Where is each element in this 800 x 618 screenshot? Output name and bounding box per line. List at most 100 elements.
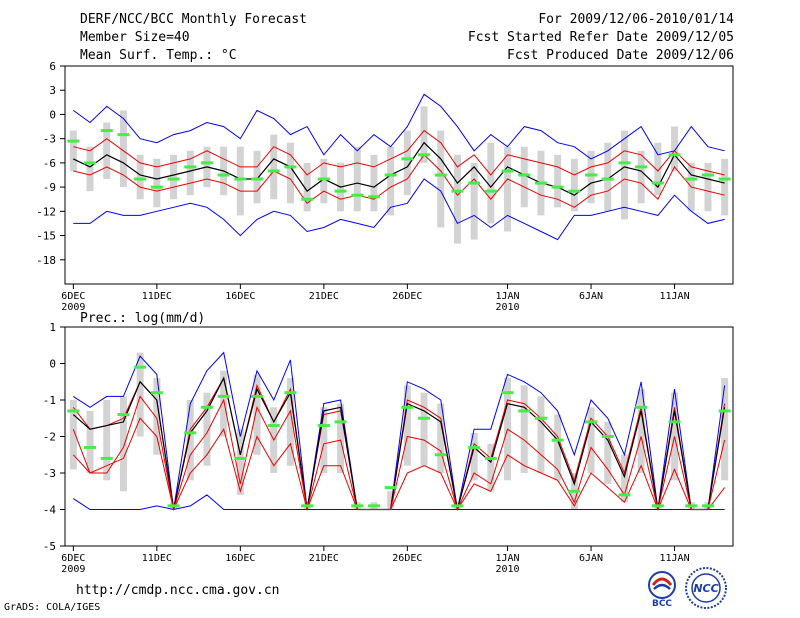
prec-xtick-sublabel: 2009	[61, 564, 85, 575]
prec-xtick-label: 16DEC	[225, 553, 255, 564]
temp-spread-box	[520, 146, 528, 208]
temp-spread-box	[671, 126, 679, 171]
temp-spread-box	[236, 146, 244, 216]
temp-spread-box	[504, 146, 512, 232]
temp-xtick-label: 1JAN	[496, 291, 520, 302]
prec-spread-box	[203, 392, 211, 466]
start-date: Fcst Started Refer Date 2009/12/05	[467, 30, 734, 45]
temp-ytick-label: -15	[36, 230, 56, 243]
temp-xtick-label: 11DEC	[142, 291, 172, 302]
temp-spread-box	[320, 158, 328, 204]
prec-ytick-label: 1	[49, 321, 56, 334]
prec-spread-box	[604, 421, 612, 484]
temp-ytick-label: -3	[43, 133, 56, 146]
prec-spread-box	[320, 407, 328, 473]
temp-spread-box	[570, 158, 578, 212]
ncc-logo: NCC	[685, 567, 727, 609]
prec-spread-box	[537, 396, 545, 473]
temp-variable-label: Mean Surf. Temp.: °C	[80, 48, 237, 63]
source-url[interactable]: http://cmdp.ncc.cma.gov.cn	[76, 583, 280, 598]
temp-spread-box	[303, 162, 311, 212]
prec-spread-box	[69, 400, 77, 470]
prec-frame	[64, 326, 734, 547]
prec-spread-box	[470, 432, 478, 481]
temp-spread-box	[270, 134, 278, 200]
temp-spread-box	[86, 146, 94, 192]
prec-spread-box	[637, 389, 645, 473]
temp-xtick-label: 11JAN	[659, 291, 689, 302]
prec-spread-box	[86, 410, 94, 473]
prec-spread-box	[119, 396, 127, 492]
temp-ytick-label: 0	[49, 108, 56, 121]
temp-spread-box	[470, 162, 478, 240]
temp-spread-box	[620, 130, 628, 220]
temp-spread-box	[387, 146, 395, 216]
temp-frame	[64, 65, 734, 285]
temp-line-max	[73, 93, 725, 160]
temp-spread-box	[186, 150, 194, 196]
prec-xtick-label: 11DEC	[142, 553, 172, 564]
prec-ytick-label: -4	[43, 504, 57, 517]
temp-spread-box	[153, 158, 161, 208]
temp-line-min	[73, 178, 725, 241]
prec-spread-box	[437, 403, 445, 473]
temp-xtick-label: 16DEC	[225, 291, 255, 302]
prec-line-p_lower	[72, 395, 726, 511]
temp-spread-box	[420, 106, 428, 163]
temp-spread-box	[704, 162, 712, 212]
temp-xtick-label: 6JAN	[579, 291, 603, 302]
temp-ytick-label: 3	[49, 84, 56, 97]
prec-spread-box	[220, 370, 228, 437]
prec-line-mean	[72, 376, 726, 511]
prec-ytick-label: -2	[43, 431, 56, 444]
chart-title: DERF/NCC/BCC Monthly Forecast	[80, 12, 307, 27]
temp-spread-box	[170, 154, 178, 200]
prec-spread-box	[236, 429, 244, 495]
prec-spread-box	[420, 392, 428, 466]
temp-spread-box	[453, 154, 461, 244]
prec-ytick-label: -5	[43, 540, 56, 553]
temp-ytick-label: -9	[43, 181, 56, 194]
prec-spread-box	[403, 385, 411, 466]
prec-xtick-label: 26DEC	[392, 553, 422, 564]
prec-xtick-label: 6JAN	[579, 553, 603, 564]
temp-spread-box	[103, 122, 111, 180]
temp-ytick-label: -18	[36, 254, 56, 267]
temp-xtick-sublabel: 2010	[496, 302, 520, 313]
prec-spread-box	[286, 378, 294, 466]
prec-xtick-label: 6DEC	[61, 553, 85, 564]
temp-spread-box	[437, 130, 445, 228]
prec-line-max	[73, 351, 726, 510]
prec-spread-box	[487, 443, 495, 492]
temp-ytick-label: 6	[49, 60, 56, 73]
bcc-logo: BCC	[648, 571, 676, 608]
prec-spread-box	[587, 407, 595, 473]
temp-xtick-label: 26DEC	[392, 291, 422, 302]
temp-spread-box	[587, 150, 595, 204]
bcc-logo-text: BCC	[652, 599, 672, 608]
prec-spread-box	[153, 378, 161, 455]
forecast-period: For 2009/12/06-2010/01/14	[538, 12, 734, 27]
temp-ytick-label: -6	[43, 157, 56, 170]
prec-spread-box	[520, 385, 528, 473]
temp-spread-box	[119, 110, 127, 188]
prec-xtick-label: 21DEC	[309, 553, 339, 564]
prec-spread-box	[186, 400, 194, 481]
temp-spread-box	[654, 142, 662, 196]
prec-spread-box	[253, 374, 261, 455]
temp-spread-box	[403, 130, 411, 196]
prec-xtick-label: 11JAN	[659, 553, 689, 564]
prec-ytick-label: -3	[43, 467, 56, 480]
temp-spread-box	[554, 154, 562, 208]
temp-spread-box	[353, 146, 361, 212]
temp-xtick-sublabel: 2009	[61, 302, 85, 313]
prec-xtick-label: 1JAN	[496, 553, 520, 564]
prec-xtick-sublabel: 2010	[496, 564, 520, 575]
prec-spread-box	[554, 414, 562, 481]
prec-line-lower_envelope	[72, 417, 725, 512]
prec-ytick-label: -1	[43, 394, 56, 407]
temp-line-p_upper	[73, 129, 725, 176]
prec-variable-label: Prec.: log(mm/d)	[80, 311, 205, 326]
temp-line-p_lower	[73, 154, 725, 208]
